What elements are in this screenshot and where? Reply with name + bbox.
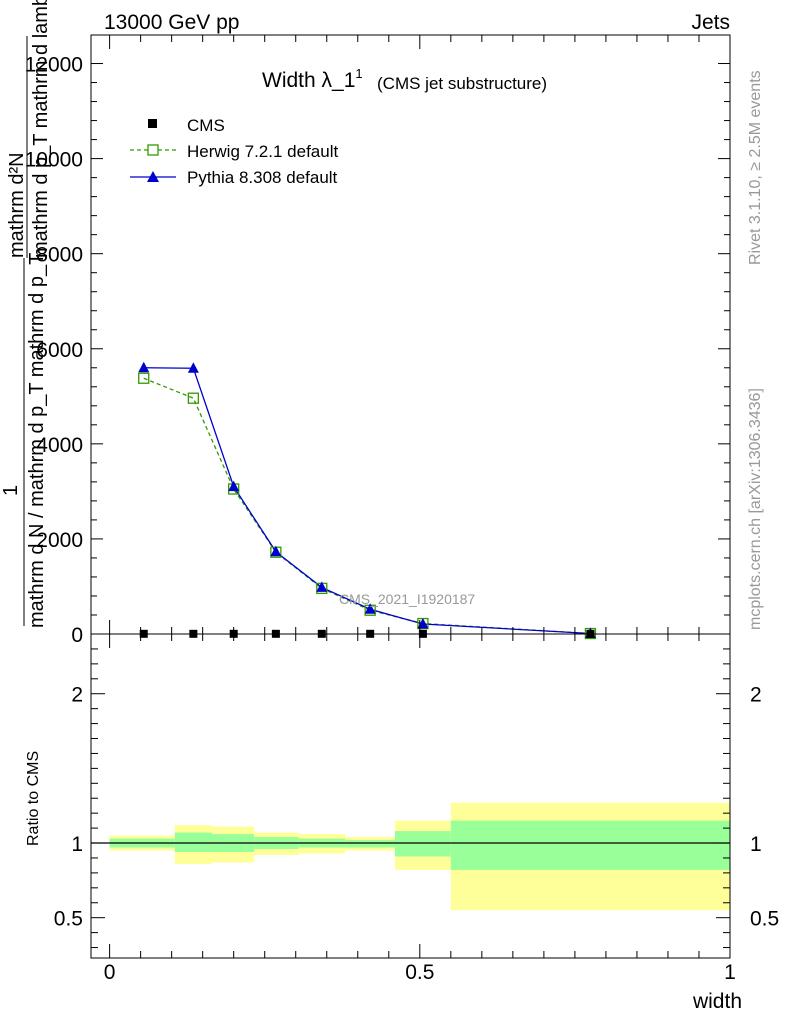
legend-herwig-marker: [147, 144, 159, 156]
main-y-label-lower-den: mathrm d N / mathrm d p_T mathrm d p_T: [26, 253, 48, 628]
pythia-point: [138, 361, 150, 373]
main-y-tick-label: 0: [71, 624, 83, 647]
ratio-frame: [90, 633, 731, 959]
rivet-label: Rivet 3.1.10, ≥ 2.5M events: [747, 70, 764, 265]
main-y-label-den: mathrm d p_T mathrm d lambda: [30, 0, 52, 258]
main-y-label: mathrm d²N mathrm d p_T mathrm d lambda …: [0, 0, 52, 628]
legend: CMS Herwig 7.2.1 default Pythia 8.308 de…: [130, 116, 338, 187]
legend-cms-marker: [148, 119, 157, 128]
ratio-y-tick-label-right: 1: [750, 833, 762, 856]
ratio-band-inner: [345, 840, 395, 848]
main-y-tick-label: 4000: [36, 434, 83, 457]
ratio-y-tick-label-right: 0.5: [750, 908, 779, 931]
ratio-band-inner: [174, 832, 212, 852]
pythia-point: [270, 545, 282, 557]
legend-pythia-marker: [147, 171, 159, 182]
chart-title-paren: (CMS jet substructure): [377, 74, 547, 93]
chart-title-sup: 1: [355, 66, 362, 81]
pythia-point: [228, 480, 240, 492]
ratio-y-ticks: 0.5 0.5 1 1 2 2: [54, 648, 779, 949]
pythia-point: [364, 603, 376, 614]
ratio-y-label: Ratio to CMS: [25, 751, 42, 846]
pythia-point: [316, 581, 328, 592]
x-axis-label: width: [692, 990, 742, 1013]
herwig-point: [138, 372, 150, 384]
pythia-line: [143, 367, 591, 635]
legend-pythia-label: Pythia 8.308 default: [187, 168, 338, 187]
ratio-y-tick-label: 1: [71, 833, 83, 856]
main-y-tick-label: 10000: [25, 149, 83, 172]
ratio-bands-layer: [109, 802, 730, 911]
ratio-panel: 0.5 0.51 12 2 0 0.5 1 Ratio to CMS width: [25, 633, 779, 1013]
main-x-ticks: [109, 35, 731, 634]
x-tick-label: 1: [724, 961, 736, 984]
ratio-band-inner: [394, 831, 451, 857]
chart-title: Width λ_11: [262, 66, 363, 92]
ratio-x-ticks: 0 0.5 1: [104, 634, 736, 984]
header-right-label: Jets: [691, 11, 730, 34]
ratio-y-tick-label: 2: [71, 684, 83, 707]
main-y-tick-label: 8000: [36, 244, 83, 267]
main-y-tick-label: 6000: [36, 339, 83, 362]
chart-title-main: Width λ_1: [262, 69, 355, 92]
watermark: CMS_2021_I1920187: [339, 591, 475, 607]
main-y-label-num: mathrm d²N: [6, 152, 28, 258]
header-left-label: 13000 GeV pp: [104, 11, 239, 34]
main-y-tick-label: 12000: [25, 54, 83, 77]
ratio-band-inner: [450, 820, 730, 870]
pythia-point: [187, 362, 199, 373]
x-tick-label: 0.5: [405, 961, 434, 984]
legend-cms-label: CMS: [187, 116, 225, 135]
main-y-ticks: 0 2000 4000 6000 8000 10000 12000: [25, 54, 730, 647]
herwig-point: [187, 392, 200, 404]
legend-herwig-label: Herwig 7.2.1 default: [187, 142, 338, 161]
x-tick-label: 0: [104, 961, 116, 984]
main-y-label-one: 1: [0, 485, 22, 496]
ratio-y-tick-label-right: 2: [750, 684, 762, 707]
mcplots-label: mcplots.cern.ch [arXiv:1306.3436]: [747, 388, 764, 630]
main-y-tick-label: 2000: [36, 529, 83, 552]
ratio-y-tick-label: 0.5: [54, 908, 83, 931]
